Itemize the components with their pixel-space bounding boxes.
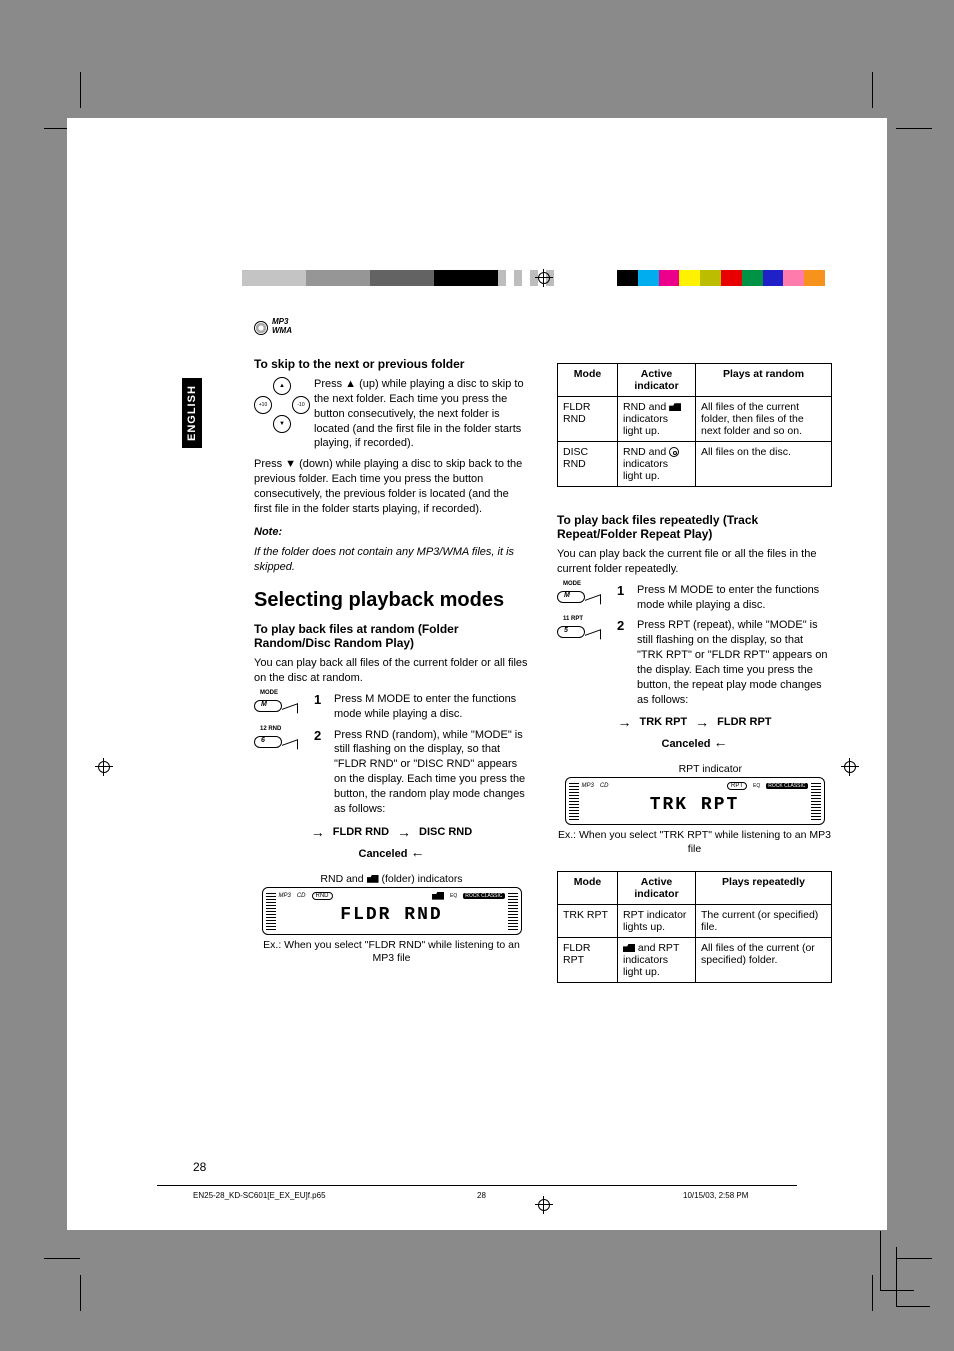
- page-number: 28: [193, 1160, 206, 1174]
- mp3-label: MP3: [272, 317, 288, 326]
- crop-mark: [896, 128, 932, 129]
- registration-target-icon: [535, 1196, 553, 1214]
- mode-button-icon: MODE M: [557, 583, 599, 607]
- repeat-lcd-caption: Ex.: When you select "TRK RPT" while lis…: [557, 829, 832, 856]
- crop-mark: [80, 1275, 81, 1311]
- skip-up-text: Press ▲ (up) while playing a disc to ski…: [314, 377, 529, 451]
- folder-icon: [367, 875, 379, 883]
- footer-page: 28: [477, 1191, 486, 1200]
- repeat-heading: To play back files repeatedly (Track Rep…: [557, 513, 832, 541]
- footer-divider: [157, 1185, 797, 1186]
- skip-heading: To skip to the next or previous folder: [254, 357, 529, 371]
- step-number: 1: [617, 583, 629, 598]
- step-number: 2: [314, 728, 326, 743]
- crop-mark: [80, 72, 81, 108]
- page: ENGLISH MP3WMA To skip to the next or pr…: [67, 118, 887, 1230]
- note-heading: Note:: [254, 525, 529, 540]
- folder-icon: [623, 944, 635, 952]
- skip-down-text: Press ▼ (down) while playing a disc to s…: [254, 457, 529, 516]
- repeat-cycle-diagram: → TRK RPT → FLDR RPT Canceled ←: [557, 715, 832, 759]
- disc-icon: [669, 447, 679, 457]
- random-heading: To play back files at random (Folder Ran…: [254, 622, 529, 650]
- random-lcd-caption: Ex.: When you select "FLDR RND" while li…: [254, 939, 529, 966]
- mode-button-icon: MODE M: [254, 692, 296, 716]
- left-column: To skip to the next or previous folder ▲…: [254, 357, 529, 983]
- random-cycle-diagram: → FLDR RND → DISC RND Canceled ←: [254, 825, 529, 869]
- rnd-indicator-label: RND and (folder) indicators: [254, 873, 529, 885]
- dpad-icon: ▲ +10 -10 ▼: [254, 377, 310, 433]
- table-row: FLDR RPT and RPT indicators light up. Al…: [558, 937, 832, 982]
- random-step1: Press M MODE to enter the functions mode…: [334, 692, 529, 722]
- rnd-button-icon: 12 RND 6: [254, 728, 296, 752]
- folder-icon: [669, 403, 681, 411]
- crop-mark: [896, 1247, 930, 1307]
- table-row: DISC RND RND and indicators light up. Al…: [558, 442, 832, 487]
- language-tab: ENGLISH: [182, 378, 202, 448]
- repeat-intro: You can play back the current file or al…: [557, 547, 832, 577]
- right-column: Mode Active indicator Plays at random FL…: [557, 357, 832, 983]
- step-number: 1: [314, 692, 326, 707]
- lcd-display: MP3 CD RND EQ ROCK CLASSIC FLDR RND: [262, 887, 522, 935]
- registration-target-icon: [841, 758, 859, 776]
- registration-target-icon: [95, 758, 113, 776]
- random-intro: You can play back all files of the curre…: [254, 656, 529, 686]
- footer-date: 10/15/03, 2:58 PM: [683, 1191, 748, 1200]
- step-number: 2: [617, 618, 629, 633]
- table-row: TRK RPT RPT indicator lights up. The cur…: [558, 904, 832, 937]
- wma-label: WMA: [272, 326, 292, 335]
- mp3-wma-icon: MP3WMA: [254, 313, 314, 339]
- footer-filename: EN25-28_KD-SC601[E_EX_EU]f.p65: [193, 1191, 326, 1200]
- crop-mark: [44, 1258, 80, 1259]
- rpt-indicator-label: RPT indicator: [557, 763, 832, 775]
- repeat-modes-table: Mode Active indicator Plays repeatedly T…: [557, 871, 832, 983]
- selecting-title: Selecting playback modes: [254, 589, 529, 612]
- repeat-step2: Press RPT (repeat), while "MODE" is stil…: [637, 618, 832, 707]
- color-bar: [617, 270, 825, 286]
- grayscale-bar: [242, 270, 498, 286]
- repeat-step1: Press M MODE to enter the functions mode…: [637, 583, 832, 613]
- table-row: FLDR RND RND and indicators light up. Al…: [558, 397, 832, 442]
- registration-target-icon: [535, 269, 553, 287]
- random-modes-table: Mode Active indicator Plays at random FL…: [557, 363, 832, 487]
- random-step2: Press RND (random), while "MODE" is stil…: [334, 728, 529, 817]
- crop-mark: [872, 72, 873, 108]
- crop-mark: [872, 1275, 873, 1311]
- lcd-display: MP3 CD RPT EQ ROCK CLASSIC TRK RPT: [565, 777, 825, 825]
- note-text: If the folder does not contain any MP3/W…: [254, 545, 529, 575]
- rpt-button-icon: 11 RPT 5: [557, 618, 599, 642]
